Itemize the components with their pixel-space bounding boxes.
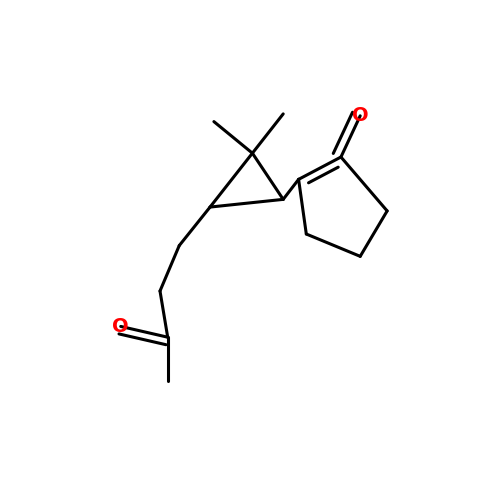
Text: O: O <box>112 317 129 336</box>
Text: O: O <box>352 106 368 126</box>
